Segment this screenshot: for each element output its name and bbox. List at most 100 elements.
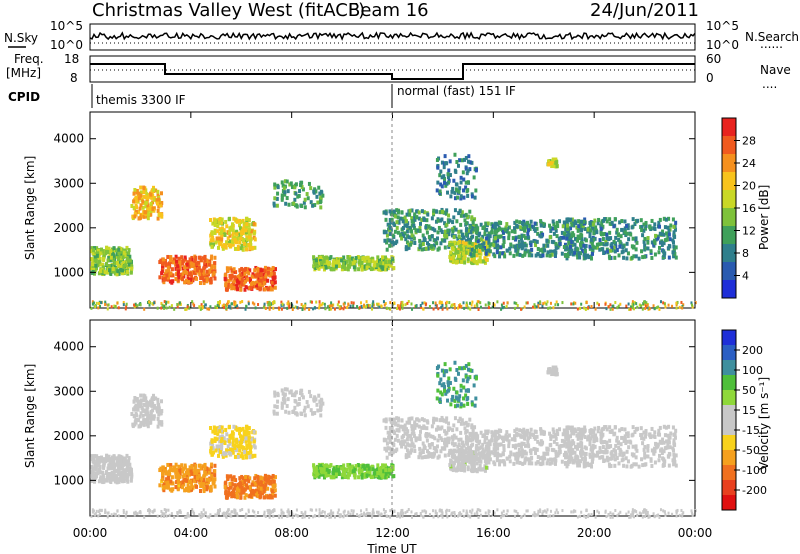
range-cell (134, 417, 138, 422)
range-cell (119, 454, 123, 459)
range-cell (172, 260, 176, 265)
range-cell (258, 490, 262, 495)
range-cell (223, 306, 226, 310)
range-cell (457, 234, 461, 239)
range-cell (271, 284, 275, 289)
range-cell (650, 255, 654, 260)
range-cell (158, 420, 162, 425)
range-cell (348, 463, 352, 468)
range-cell (160, 420, 164, 425)
range-cell (199, 307, 202, 311)
range-cell (209, 425, 213, 430)
range-cell (385, 465, 389, 470)
range-cell (116, 464, 120, 469)
range-cell (101, 457, 105, 462)
range-cell (620, 219, 624, 224)
range-cell (526, 301, 529, 305)
range-cell (452, 433, 456, 438)
range-cell (197, 265, 201, 270)
range-cell (593, 236, 597, 241)
range-cell (176, 468, 180, 473)
range-cell (315, 402, 319, 407)
range-cell (287, 300, 290, 304)
range-cell (491, 305, 494, 309)
range-cell (209, 305, 212, 309)
range-cell (403, 231, 407, 236)
range-cell (298, 189, 302, 194)
range-cell (561, 301, 564, 305)
range-cell (250, 437, 254, 442)
range-cell (365, 473, 369, 478)
range-cell (613, 217, 617, 222)
range-cell (632, 302, 635, 306)
range-cell (201, 464, 205, 469)
range-cell (117, 247, 121, 252)
range-cell (204, 471, 208, 476)
range-cell (467, 243, 471, 248)
range-cell (243, 287, 247, 292)
range-cell (401, 219, 405, 224)
range-cell (239, 481, 243, 486)
range-cell (653, 226, 657, 231)
range-cell (227, 300, 230, 304)
range-cell (370, 464, 374, 469)
range-cell (568, 218, 572, 223)
range-cell (273, 267, 277, 272)
range-cell (183, 280, 187, 285)
range-cell (210, 462, 214, 467)
range-cell (391, 450, 395, 455)
range-cell (440, 305, 443, 309)
range-cell (343, 301, 346, 305)
range-cell (453, 306, 456, 310)
range-cell (455, 219, 459, 224)
range-cell (249, 276, 253, 281)
range-cell (470, 245, 474, 250)
range-cell (323, 474, 327, 479)
range-cell (270, 287, 274, 292)
range-cell (126, 474, 130, 479)
range-cell (218, 216, 222, 221)
range-cell (244, 433, 248, 438)
range-cell (285, 404, 289, 409)
range-cell (337, 257, 341, 262)
range-cell (211, 238, 215, 243)
range-cell (398, 216, 402, 221)
range-cell (157, 200, 161, 205)
range-cell (210, 269, 214, 274)
range-cell (201, 256, 205, 261)
range-cell (615, 248, 619, 253)
range-cell (475, 253, 479, 258)
range-cell (488, 249, 492, 254)
range-cell (115, 271, 119, 276)
range-cell (464, 232, 468, 237)
range-cell (460, 158, 464, 163)
range-cell (245, 237, 249, 242)
range-cell (238, 431, 242, 436)
range-cell (635, 240, 639, 245)
range-cell (468, 225, 472, 230)
range-cell (361, 264, 365, 269)
range-cell (405, 432, 409, 437)
range-cell (457, 189, 461, 194)
range-cell (271, 485, 275, 490)
range-cell (403, 223, 407, 228)
range-cell (233, 246, 237, 251)
range-cell (342, 302, 345, 306)
range-cell (555, 220, 559, 225)
range-cell (286, 302, 289, 306)
range-cell (667, 255, 671, 260)
range-cell (273, 185, 277, 190)
range-cell (188, 479, 192, 484)
range-cell (348, 468, 352, 473)
range-cell (399, 441, 403, 446)
range-cell (157, 405, 161, 410)
range-cell (643, 247, 647, 252)
range-cell (451, 437, 455, 442)
range-cell (552, 222, 556, 227)
range-cell (422, 307, 425, 311)
range-cell (247, 227, 251, 232)
velocity-heatmap (90, 360, 697, 519)
range-cell (233, 238, 237, 243)
range-cell (186, 305, 189, 309)
